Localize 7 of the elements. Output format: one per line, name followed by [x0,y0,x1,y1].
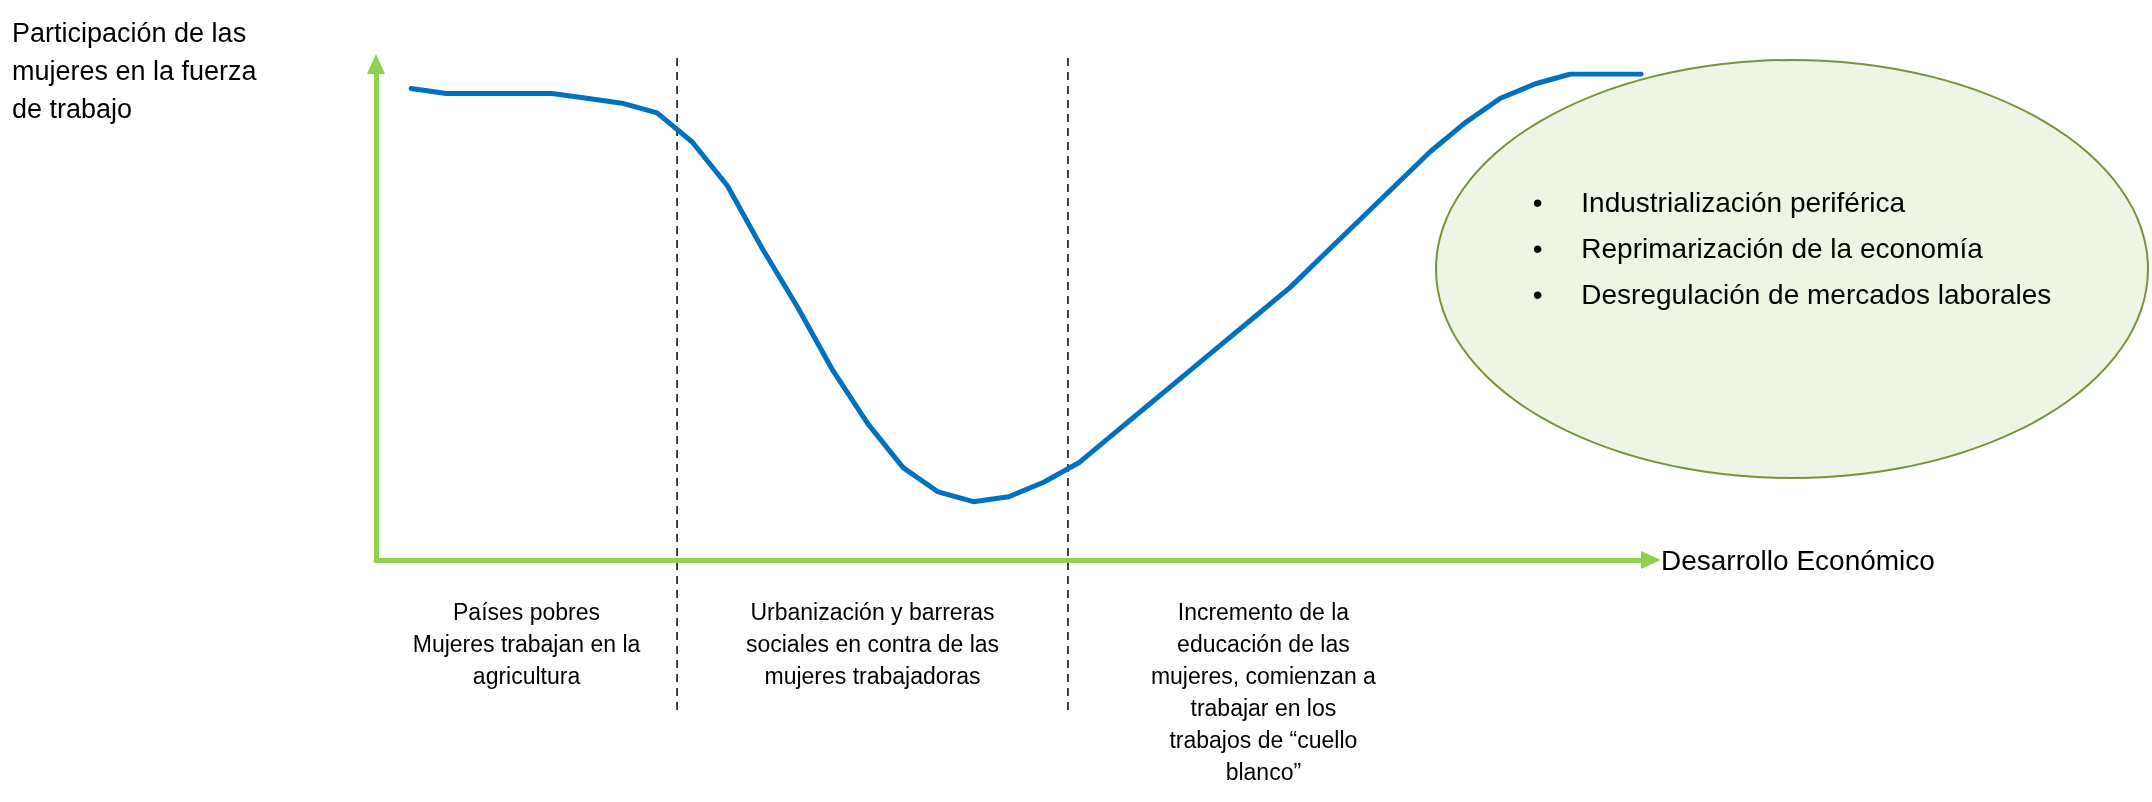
text: Incremento de la educación de las mujeres, comienzan a trabajar en los trabajos de “cuello blanco” [1150,599,1377,785]
ellipse-callout: • Industrialización periférica • Reprimarización de la economía • Desregulación de mercados laborales [1435,59,2149,479]
text: Urbanización y barreras sociales en contra de las mujeres trabajadoras [745,599,1000,689]
annotation: • Industrialización periférica • Reprimarización de la economía • Desregulación de mercados laborales [1532,186,2052,312]
x-axis-title: Desarrollo Económico [1661,544,1935,576]
y-axis-title: Participación de las mujeres en la fuerza de trabajo [12,18,258,124]
text: Países pobres Mujeres trabajan en la agricultura [412,599,641,689]
